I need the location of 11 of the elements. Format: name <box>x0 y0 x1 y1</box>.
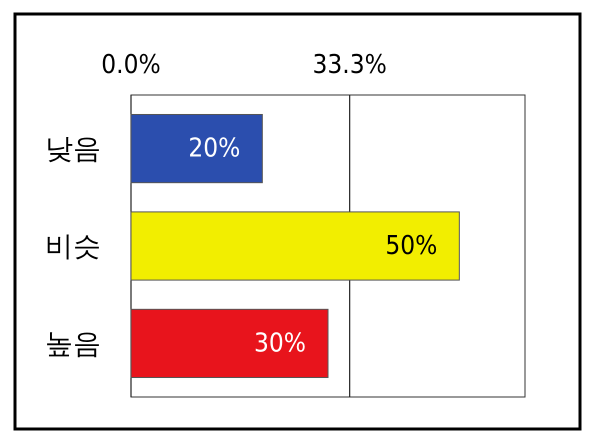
data-label: 20% <box>188 134 240 164</box>
y-tick-label: 비슷 <box>45 230 101 262</box>
data-label: 50% <box>385 231 438 261</box>
bar <box>130 308 328 378</box>
data-label: 30% <box>254 328 306 358</box>
y-tick-label: 낮음 <box>45 132 101 166</box>
x-tick-label: 0.0% <box>101 50 161 80</box>
bar <box>130 211 460 281</box>
bar <box>130 114 263 184</box>
y-tick-label: 높음 <box>45 326 101 360</box>
x-tick-label: 33.3% <box>312 50 387 80</box>
